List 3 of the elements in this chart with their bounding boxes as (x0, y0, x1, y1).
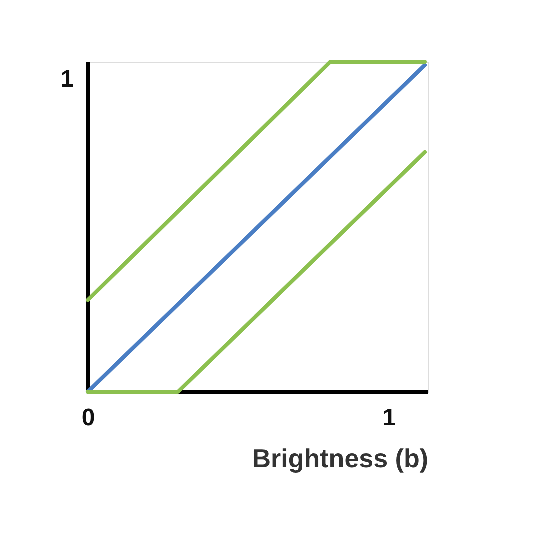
x-axis-title: Brightness (b) (252, 444, 428, 474)
x-tick-label: 0 (82, 404, 96, 432)
text: 1 (60, 66, 74, 93)
